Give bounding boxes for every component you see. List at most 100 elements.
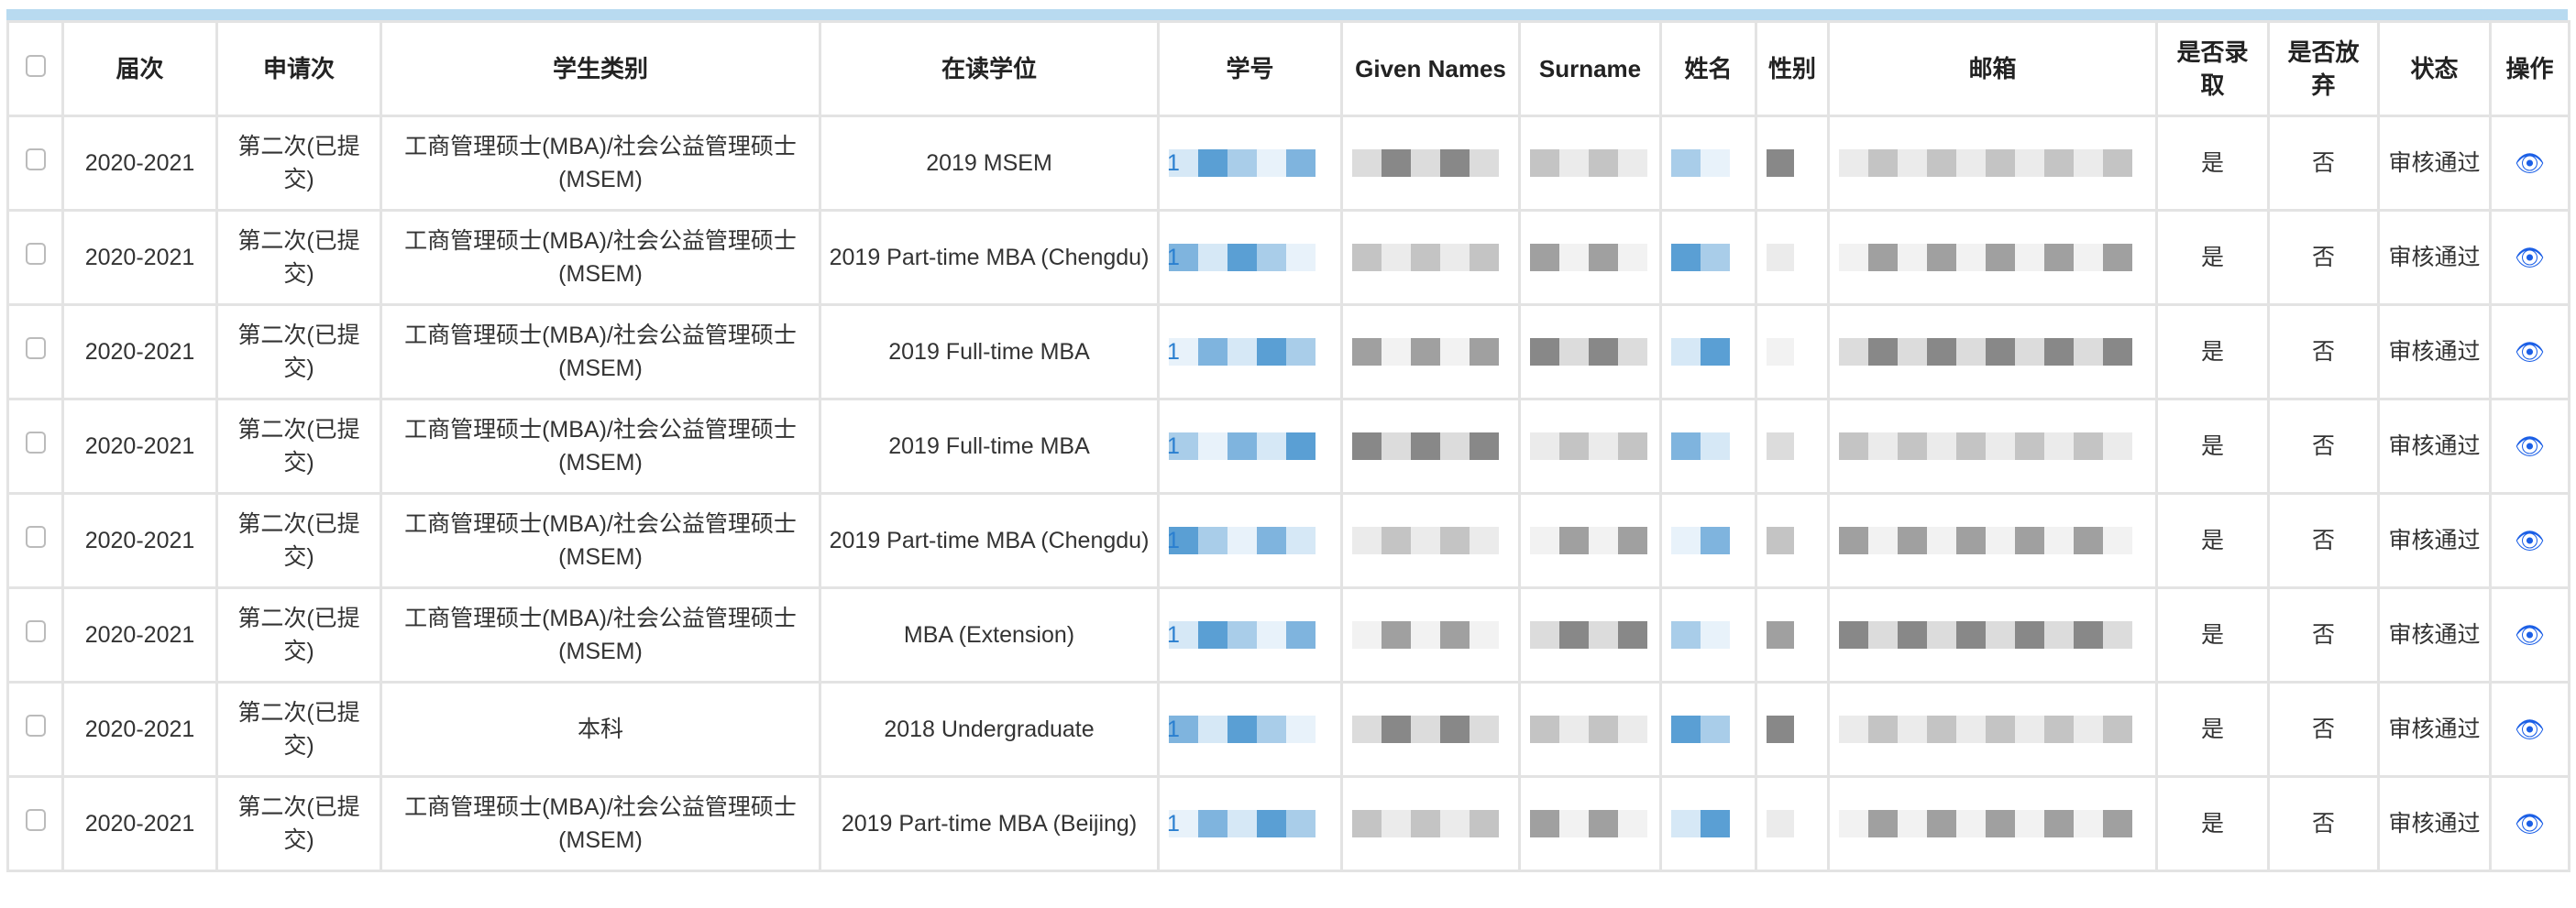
row-checkbox[interactable] bbox=[25, 526, 46, 548]
row-checkbox[interactable] bbox=[25, 809, 46, 831]
student-id-link[interactable]: 1 bbox=[1167, 150, 1180, 176]
student-id-link[interactable]: 1 bbox=[1167, 245, 1180, 270]
email-cell bbox=[1827, 209, 2158, 306]
row-checkbox[interactable] bbox=[25, 243, 46, 265]
row-select-cell[interactable] bbox=[6, 398, 64, 495]
student-id-cell[interactable]: 1 bbox=[1157, 681, 1343, 778]
header-name[interactable]: 姓名 bbox=[1659, 20, 1757, 117]
eye-icon[interactable]: 👁 bbox=[2514, 526, 2545, 554]
header-given-names[interactable]: Given Names bbox=[1340, 20, 1521, 117]
row-checkbox[interactable] bbox=[25, 620, 46, 642]
student-id-link[interactable]: 1 bbox=[1167, 717, 1180, 742]
redacted-block bbox=[1352, 716, 1382, 743]
redacted-block bbox=[1701, 432, 1730, 460]
status-cell: 审核通过 bbox=[2377, 586, 2492, 684]
redacted-block bbox=[1898, 432, 1927, 460]
row-select-cell[interactable] bbox=[6, 303, 64, 400]
row-select-cell[interactable] bbox=[6, 115, 64, 212]
student-id-cell[interactable]: 1 bbox=[1157, 775, 1343, 872]
name-cell bbox=[1659, 398, 1757, 495]
table-row[interactable]: 2020-2021 第二次(已提交) 本科 2018 Undergraduate… bbox=[6, 681, 2570, 778]
given-names-cell bbox=[1340, 209, 1521, 306]
header-year[interactable]: 届次 bbox=[61, 20, 218, 117]
action-cell[interactable]: 👁 bbox=[2489, 775, 2570, 872]
gender-cell bbox=[1755, 586, 1830, 684]
eye-icon[interactable]: 👁 bbox=[2514, 809, 2545, 837]
student-id-link[interactable]: 1 bbox=[1167, 339, 1180, 365]
abandoned-cell: 否 bbox=[2267, 115, 2380, 212]
student-id-link[interactable]: 1 bbox=[1167, 622, 1180, 648]
student-id-link[interactable]: 1 bbox=[1167, 433, 1180, 459]
redacted-block bbox=[1559, 810, 1589, 837]
student-id-cell[interactable]: 1 bbox=[1157, 115, 1343, 212]
student-id-link[interactable]: 1 bbox=[1167, 528, 1180, 553]
header-status[interactable]: 状态 bbox=[2377, 20, 2492, 117]
action-cell[interactable]: 👁 bbox=[2489, 586, 2570, 684]
header-degree[interactable]: 在读学位 bbox=[819, 20, 1160, 117]
row-checkbox[interactable] bbox=[25, 715, 46, 737]
header-round[interactable]: 申请次 bbox=[215, 20, 382, 117]
action-cell[interactable]: 👁 bbox=[2489, 209, 2570, 306]
select-all-checkbox[interactable] bbox=[25, 55, 46, 77]
redacted-block bbox=[1440, 621, 1470, 649]
admitted-cell: 是 bbox=[2155, 115, 2270, 212]
table-row[interactable]: 2020-2021 第二次(已提交) 工商管理硕士(MBA)/社会公益管理硕士(… bbox=[6, 115, 2570, 212]
redacted-block bbox=[1618, 149, 1647, 177]
redacted-block bbox=[1440, 338, 1470, 366]
eye-icon[interactable]: 👁 bbox=[2514, 243, 2545, 271]
redacted-block bbox=[1956, 244, 1986, 271]
redacted-block bbox=[1927, 621, 1956, 649]
header-student-id[interactable]: 学号 bbox=[1157, 20, 1343, 117]
redacted-block bbox=[2015, 432, 2044, 460]
action-cell[interactable]: 👁 bbox=[2489, 115, 2570, 212]
header-email[interactable]: 邮箱 bbox=[1827, 20, 2158, 117]
header-abandoned[interactable]: 是否放弃 bbox=[2267, 20, 2380, 117]
select-all-cell[interactable] bbox=[6, 20, 64, 117]
row-select-cell[interactable] bbox=[6, 492, 64, 589]
table-row[interactable]: 2020-2021 第二次(已提交) 工商管理硕士(MBA)/社会公益管理硕士(… bbox=[6, 775, 2570, 872]
redacted-block bbox=[1382, 810, 1411, 837]
header-admitted[interactable]: 是否录取 bbox=[2155, 20, 2270, 117]
header-surname[interactable]: Surname bbox=[1518, 20, 1662, 117]
table-row[interactable]: 2020-2021 第二次(已提交) 工商管理硕士(MBA)/社会公益管理硕士(… bbox=[6, 398, 2570, 495]
eye-icon[interactable]: 👁 bbox=[2514, 715, 2545, 743]
header-category[interactable]: 学生类别 bbox=[380, 20, 821, 117]
redacted-block bbox=[1898, 149, 1927, 177]
action-cell[interactable]: 👁 bbox=[2489, 303, 2570, 400]
row-select-cell[interactable] bbox=[6, 681, 64, 778]
redacted-block bbox=[1227, 149, 1257, 177]
row-checkbox[interactable] bbox=[25, 148, 46, 170]
row-select-cell[interactable] bbox=[6, 775, 64, 872]
row-checkbox[interactable] bbox=[25, 432, 46, 454]
redacted-block bbox=[2103, 716, 2132, 743]
table-row[interactable]: 2020-2021 第二次(已提交) 工商管理硕士(MBA)/社会公益管理硕士(… bbox=[6, 586, 2570, 684]
redacted-block bbox=[1701, 244, 1730, 271]
eye-icon[interactable]: 👁 bbox=[2514, 148, 2545, 177]
row-checkbox[interactable] bbox=[25, 337, 46, 359]
row-select-cell[interactable] bbox=[6, 586, 64, 684]
redacted-block bbox=[2103, 527, 2132, 554]
redacted-block bbox=[2015, 621, 2044, 649]
table-row[interactable]: 2020-2021 第二次(已提交) 工商管理硕士(MBA)/社会公益管理硕士(… bbox=[6, 492, 2570, 589]
redacted-block bbox=[2074, 432, 2103, 460]
eye-icon[interactable]: 👁 bbox=[2514, 620, 2545, 649]
header-gender[interactable]: 性别 bbox=[1755, 20, 1830, 117]
action-cell[interactable]: 👁 bbox=[2489, 398, 2570, 495]
student-id-cell[interactable]: 1 bbox=[1157, 398, 1343, 495]
row-select-cell[interactable] bbox=[6, 209, 64, 306]
eye-icon[interactable]: 👁 bbox=[2514, 432, 2545, 460]
redacted-block bbox=[1671, 527, 1701, 554]
student-id-cell[interactable]: 1 bbox=[1157, 492, 1343, 589]
student-id-cell[interactable]: 1 bbox=[1157, 586, 1343, 684]
student-id-cell[interactable]: 1 bbox=[1157, 209, 1343, 306]
table-top-bar bbox=[6, 9, 2568, 20]
action-cell[interactable]: 👁 bbox=[2489, 681, 2570, 778]
table-row[interactable]: 2020-2021 第二次(已提交) 工商管理硕士(MBA)/社会公益管理硕士(… bbox=[6, 209, 2570, 306]
student-id-cell[interactable]: 1 bbox=[1157, 303, 1343, 400]
eye-icon[interactable]: 👁 bbox=[2514, 337, 2545, 366]
redacted-block bbox=[1986, 244, 2015, 271]
given-names-cell bbox=[1340, 775, 1521, 872]
action-cell[interactable]: 👁 bbox=[2489, 492, 2570, 589]
student-id-link[interactable]: 1 bbox=[1167, 811, 1180, 837]
table-row[interactable]: 2020-2021 第二次(已提交) 工商管理硕士(MBA)/社会公益管理硕士(… bbox=[6, 303, 2570, 400]
